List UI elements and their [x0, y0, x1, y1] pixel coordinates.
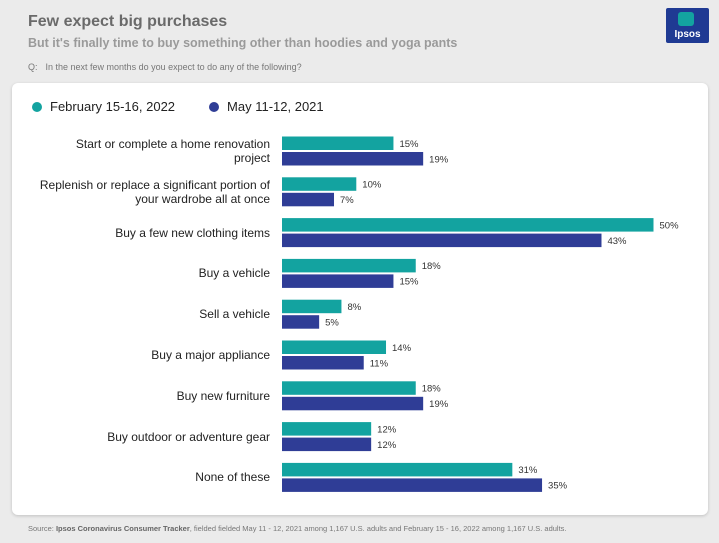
- data-label-series-2-5: 5%: [325, 317, 339, 328]
- category-label-line: Replenish or replace a significant porti…: [39, 177, 270, 192]
- survey-question: Q: In the next few months do you expect t…: [28, 62, 302, 72]
- data-label-series-1-1: 15%: [399, 139, 419, 150]
- ipsos-logo: Ipsos: [666, 8, 709, 43]
- category-label-7: Buy new furniture: [30, 389, 270, 403]
- data-label-series-2-7: 19%: [429, 399, 449, 410]
- data-label-series-1-5: 8%: [347, 302, 361, 313]
- data-label-series-1-3: 50%: [660, 220, 680, 231]
- bar-series-1-4: [282, 258, 416, 273]
- category-label-line: Start or complete a home renovation: [75, 137, 270, 151]
- category-label-2: Replenish or replace a significant porti…: [30, 178, 270, 206]
- category-label-1: Start or complete a home renovation proje…: [30, 137, 270, 165]
- bar-series-2-1: [282, 152, 424, 166]
- category-label-4: Buy a vehicle: [30, 266, 270, 280]
- data-label-series-2-3: 43%: [607, 236, 627, 247]
- bar-series-1-3: [282, 218, 654, 232]
- bar-chart: 15%19%10%7%50%43%18%15%8%5%14%11%18%19%1…: [282, 136, 680, 492]
- question-label: Q:: [28, 62, 38, 72]
- data-label-series-2-8: 12%: [377, 440, 397, 451]
- data-label-series-1-6: 14%: [392, 343, 412, 354]
- page-title: Few expect big purchases: [28, 13, 228, 30]
- data-label-series-2-2: 7%: [340, 195, 354, 206]
- category-label-line: Buy a vehicle: [198, 266, 270, 281]
- bar-series-2-7: [282, 396, 424, 411]
- question-text: In the next few months do you expect to …: [45, 62, 302, 72]
- bar-series-2-2: [282, 192, 335, 207]
- category-label-5: Sell a vehicle: [30, 307, 270, 321]
- category-label-6: Buy a major appliance: [30, 348, 270, 362]
- data-label-series-1-9: 31%: [518, 465, 538, 476]
- category-label-line: Buy outdoor or adventure gear: [107, 429, 270, 444]
- legend-label-series-2: May 11-12, 2021: [227, 99, 324, 114]
- bar-series-2-6: [282, 356, 364, 370]
- data-label-series-1-2: 10%: [362, 180, 382, 191]
- data-label-series-1-8: 12%: [377, 424, 397, 435]
- category-label-8: Buy outdoor or adventure gear: [30, 430, 270, 444]
- bar-series-1-2: [282, 177, 357, 191]
- data-label-series-1-7: 18%: [422, 384, 442, 395]
- legend-swatch-series-1: [32, 101, 42, 112]
- page-subtitle: But it's finally time to buy something o…: [28, 36, 458, 50]
- category-label-9: None of these: [30, 470, 270, 484]
- bar-series-1-5: [282, 299, 342, 314]
- legend-item-series-1: February 15-16, 2022: [32, 99, 175, 114]
- category-label-line: Sell a vehicle: [199, 307, 270, 322]
- source-note: Source: Ipsos Coronavirus Consumer Track…: [28, 524, 567, 533]
- category-label-line: Buy new furniture: [176, 388, 270, 403]
- category-label-line: project: [233, 151, 270, 165]
- bar-series-1-6: [282, 340, 387, 354]
- data-label-series-1-4: 18%: [422, 261, 442, 272]
- data-label-series-2-1: 19%: [429, 154, 449, 165]
- category-label-line: Buy a major appliance: [151, 348, 270, 362]
- legend-label-series-1: February 15-16, 2022: [50, 99, 176, 114]
- ipsos-logo-icon: [678, 12, 694, 26]
- data-label-series-2-9: 35%: [548, 481, 568, 492]
- bar-series-1-9: [282, 462, 513, 477]
- source-details: , fielded fielded May 11 - 12, 2021 amon…: [189, 524, 567, 533]
- logo-text: Ipsos: [674, 29, 701, 40]
- data-label-series-2-4: 15%: [399, 277, 419, 288]
- category-label-line: None of these: [195, 470, 270, 485]
- chart-card: February 15-16, 2022 May 11-12, 2021 Sta…: [12, 83, 708, 515]
- source-name: Ipsos Coronavirus Consumer Tracker: [55, 524, 190, 533]
- bar-series-2-5: [282, 315, 320, 329]
- category-label-line: your wardrobe all at once: [135, 191, 270, 206]
- category-label-line: Buy a few new clothing items: [115, 225, 270, 240]
- chart-legend: February 15-16, 2022 May 11-12, 2021: [32, 99, 358, 114]
- bar-series-2-8: [282, 437, 372, 452]
- bar-series-2-4: [282, 274, 394, 288]
- bar-series-1-7: [282, 381, 416, 395]
- legend-item-series-2: May 11-12, 2021: [209, 99, 324, 114]
- legend-swatch-series-2: [209, 101, 220, 112]
- bar-series-2-3: [282, 233, 602, 248]
- source-label: Source:: [28, 524, 54, 533]
- category-label-3: Buy a few new clothing items: [30, 226, 270, 240]
- data-label-series-2-6: 11%: [370, 358, 389, 369]
- bar-series-1-1: [282, 136, 394, 150]
- bar-series-1-8: [282, 422, 372, 436]
- bar-series-2-9: [282, 478, 543, 492]
